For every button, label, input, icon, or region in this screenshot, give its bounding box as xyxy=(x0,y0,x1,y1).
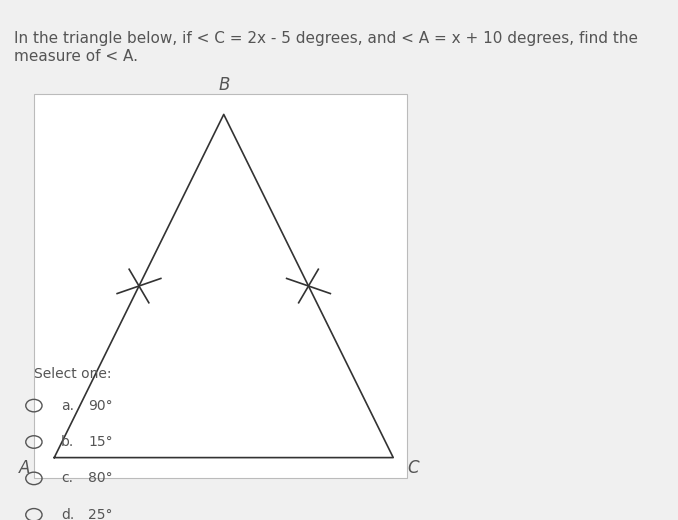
Text: 25°: 25° xyxy=(88,508,113,520)
FancyBboxPatch shape xyxy=(34,94,407,478)
Text: 15°: 15° xyxy=(88,435,113,449)
Text: a.: a. xyxy=(61,399,74,412)
Text: Select one:: Select one: xyxy=(34,368,111,381)
Text: 80°: 80° xyxy=(88,472,113,485)
Text: d.: d. xyxy=(61,508,75,520)
Text: In the triangle below, if < C = 2x - 5 degrees, and < A = x + 10 degrees, find t: In the triangle below, if < C = 2x - 5 d… xyxy=(14,31,637,63)
Text: A: A xyxy=(19,459,31,477)
Text: C: C xyxy=(407,459,418,477)
Text: c.: c. xyxy=(61,472,73,485)
Text: 90°: 90° xyxy=(88,399,113,412)
Text: b.: b. xyxy=(61,435,75,449)
Text: B: B xyxy=(218,75,229,94)
